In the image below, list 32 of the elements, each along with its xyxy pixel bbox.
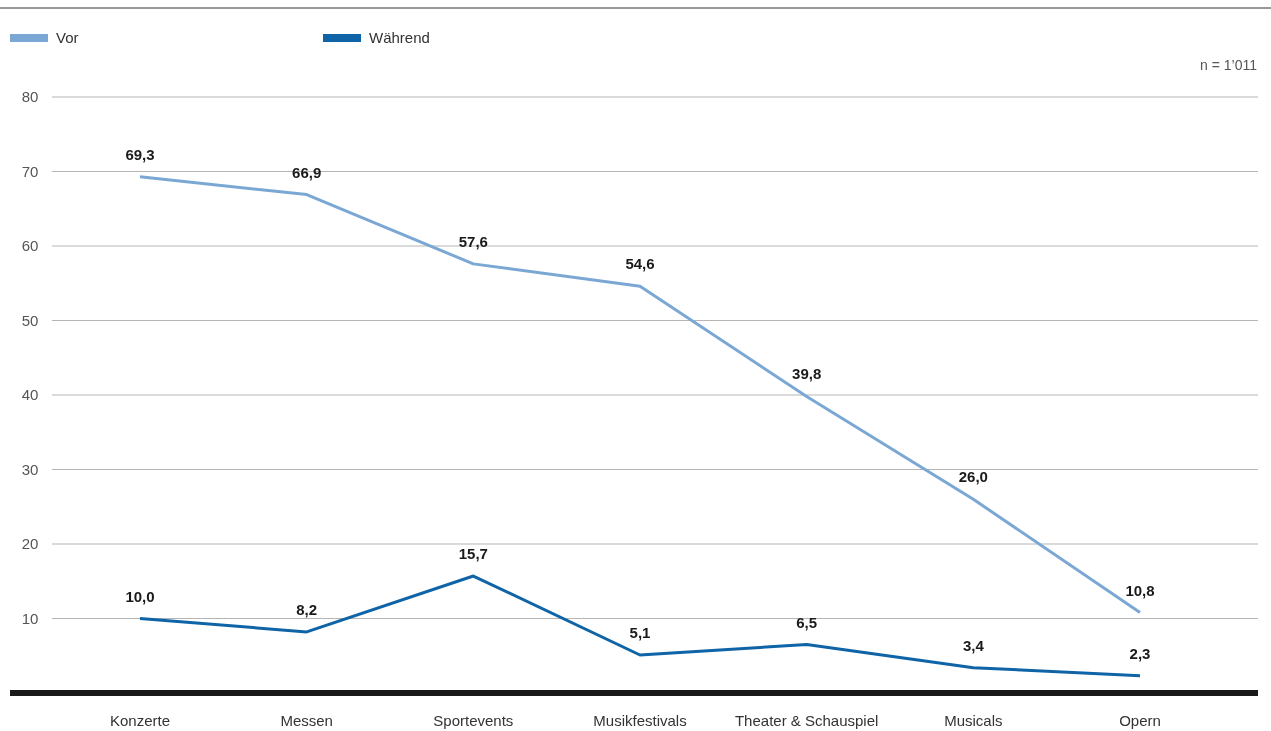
data-label: 66,9 xyxy=(292,163,322,181)
x-tick-label: Messen xyxy=(280,712,333,730)
text: n = 1’011 xyxy=(1200,56,1258,73)
legend-label: Vor xyxy=(56,29,79,47)
data-label: 3,4 xyxy=(962,636,985,654)
y-tick-label: 80 xyxy=(21,88,39,106)
y-tick-label: 40 xyxy=(21,386,39,404)
x-tick-label: Theater & Schauspiel xyxy=(734,712,879,730)
data-label: 39,8 xyxy=(792,365,822,383)
x-tick-label: Sportevents xyxy=(433,712,514,730)
y-tick-label: 60 xyxy=(21,237,39,255)
data-label: 5,1 xyxy=(629,624,651,642)
y-tick-label: 70 xyxy=(21,162,39,180)
data-label: 15,7 xyxy=(458,545,488,563)
data-label: 10,0 xyxy=(125,587,155,605)
data-label: 6,5 xyxy=(796,613,818,631)
x-tick-label: Opern xyxy=(1119,712,1161,730)
data-label: 10,8 xyxy=(1125,581,1155,599)
legend-label: Während xyxy=(369,29,430,47)
y-tick-label: 20 xyxy=(21,535,39,553)
x-tick-label: Konzerte xyxy=(109,712,171,730)
data-label: 2,3 xyxy=(1129,644,1151,662)
x-tick-label: Musikfestivals xyxy=(593,712,687,730)
y-tick-label: 30 xyxy=(21,460,39,478)
data-label: 57,6 xyxy=(458,232,488,250)
y-tick-label: 10 xyxy=(21,609,39,627)
data-label: 54,6 xyxy=(625,255,655,273)
data-label: 8,2 xyxy=(296,600,318,618)
data-label: 26,0 xyxy=(958,468,988,486)
y-tick-label: 50 xyxy=(21,311,39,329)
data-label: 69,3 xyxy=(125,145,155,163)
x-tick-label: Musicals xyxy=(944,712,1003,730)
